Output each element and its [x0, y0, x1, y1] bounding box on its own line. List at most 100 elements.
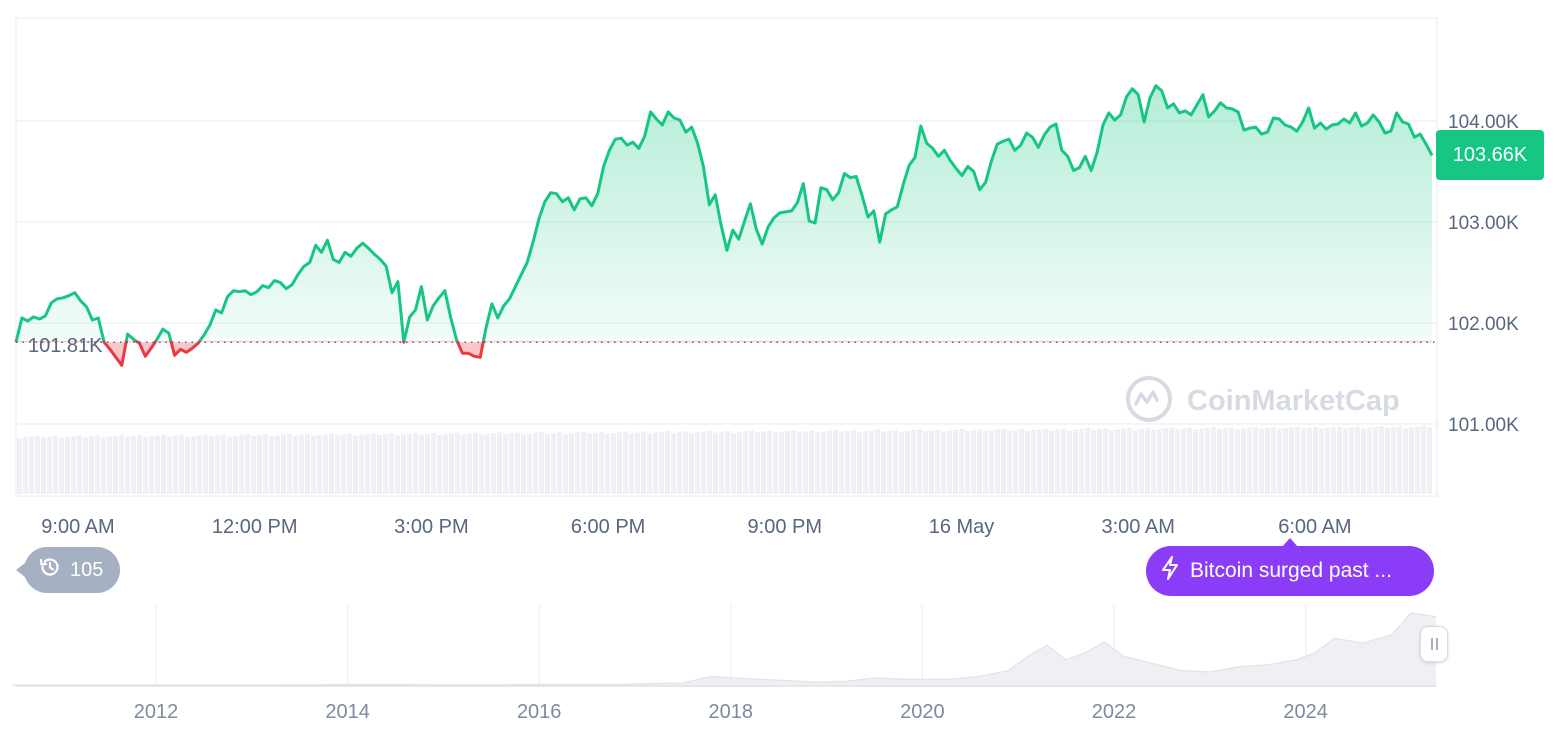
current-price-tag: 103.66K: [1436, 130, 1544, 180]
volume-bar: [1217, 429, 1222, 494]
volume-bar: [335, 435, 340, 494]
volume-bar: [431, 433, 436, 494]
y-tick-label: 101.00K: [1448, 415, 1519, 436]
volume-bar: [1331, 427, 1336, 494]
volume-bar: [899, 431, 904, 494]
watermark-text: CoinMarketCap: [1187, 385, 1400, 417]
news-pill[interactable]: Bitcoin surged past ...: [1146, 538, 1434, 596]
volume-bar: [737, 432, 742, 494]
volume-bar: [1085, 428, 1090, 494]
volume-bar: [863, 431, 868, 494]
volume-bar: [983, 431, 988, 494]
navigator-handle[interactable]: [1420, 626, 1448, 662]
volume-bar: [425, 433, 430, 494]
volume-bar: [179, 434, 184, 494]
volume-bar: [323, 434, 328, 494]
volume-bar: [263, 434, 268, 494]
navigator-x-tick-label: 2022: [1092, 701, 1137, 723]
volume-bar: [503, 434, 508, 494]
volume-bar: [575, 432, 580, 494]
volume-bar: [1187, 427, 1192, 494]
volume-bar: [1241, 428, 1246, 494]
volume-bar: [671, 432, 676, 494]
volume-bar: [629, 433, 634, 494]
volume-bar: [401, 434, 406, 494]
y-axis: 104.00K 103.00K 102.00K 101.00K: [1448, 112, 1519, 436]
volume-bar: [713, 432, 718, 494]
volume-bar: [1253, 426, 1258, 494]
volume-bar: [191, 435, 196, 494]
volume-bar: [89, 436, 94, 494]
volume-bar: [851, 430, 856, 494]
volume-bar: [1325, 427, 1330, 494]
volume-bar: [1391, 427, 1396, 494]
volume-bar: [1421, 425, 1426, 494]
volume-bar: [1079, 428, 1084, 494]
volume-bar: [1265, 427, 1270, 494]
volume-bar: [455, 432, 460, 494]
volume-bar: [995, 429, 1000, 494]
y-tick-label: 103.00K: [1448, 213, 1519, 234]
volume-bar: [1235, 429, 1240, 494]
volume-bar: [827, 430, 832, 494]
navigator-x-tick-label: 2016: [517, 701, 562, 723]
volume-bar: [761, 431, 766, 494]
volume-bar: [365, 433, 370, 494]
volume-bar: [1043, 428, 1048, 494]
volume-bar: [731, 432, 736, 494]
volume-bar: [821, 431, 826, 494]
volume-bar: [1199, 428, 1204, 494]
volume-bar: [605, 433, 610, 494]
volume-bar: [473, 432, 478, 494]
volume-bar: [929, 430, 934, 494]
current-price-value: 103.66K: [1452, 143, 1528, 166]
volume-bar: [551, 433, 556, 494]
volume-bar: [815, 432, 820, 494]
volume-bar: [887, 430, 892, 494]
volume-bar: [965, 430, 970, 494]
volume-bar: [419, 434, 424, 494]
handle-grip-right: [1435, 638, 1438, 650]
volume-bar: [479, 434, 484, 494]
navigator-x-axis: 2012 2014 2016 2018 2020 2022 2024: [134, 701, 1328, 723]
volume-bar: [1223, 428, 1228, 494]
volume-bar: [833, 429, 838, 494]
volume-bar: [791, 430, 796, 494]
volume-bar: [527, 433, 532, 494]
volume-bar: [641, 431, 646, 494]
volume-bar: [677, 432, 682, 494]
volume-bar: [47, 436, 52, 494]
volume-bar: [1157, 429, 1162, 494]
volume-bar: [665, 431, 670, 494]
volume-bar: [359, 434, 364, 494]
volume-bar: [305, 433, 310, 494]
volume-bar: [1367, 427, 1372, 494]
volume-bar: [413, 432, 418, 494]
volume-bar: [269, 436, 274, 494]
volume-bar: [521, 434, 526, 494]
volume-bar: [1145, 428, 1150, 494]
volume-bar: [1001, 428, 1006, 494]
y-tick-label: 102.00K: [1448, 314, 1519, 335]
volume-bar: [905, 430, 910, 494]
volume-bar: [647, 433, 652, 494]
volume-bar: [1193, 429, 1198, 494]
volume-bar: [1163, 428, 1168, 494]
volume-bar: [275, 435, 280, 494]
volume-bar: [59, 437, 64, 494]
volume-bar: [1169, 427, 1174, 494]
volume-bar: [1097, 429, 1102, 494]
volume-bar: [1343, 428, 1348, 494]
volume-bar: [1229, 427, 1234, 494]
history-badge[interactable]: 105: [16, 547, 120, 593]
volume-bar: [911, 430, 916, 494]
volume-bar: [245, 433, 250, 494]
volume-bar: [1295, 426, 1300, 494]
volume-bar: [1385, 427, 1390, 494]
volume-bar: [707, 430, 712, 494]
x-tick-label: 12:00 PM: [212, 516, 298, 538]
volume-bar: [443, 434, 448, 494]
volume-bar: [311, 435, 316, 494]
volume-bar: [161, 434, 166, 494]
